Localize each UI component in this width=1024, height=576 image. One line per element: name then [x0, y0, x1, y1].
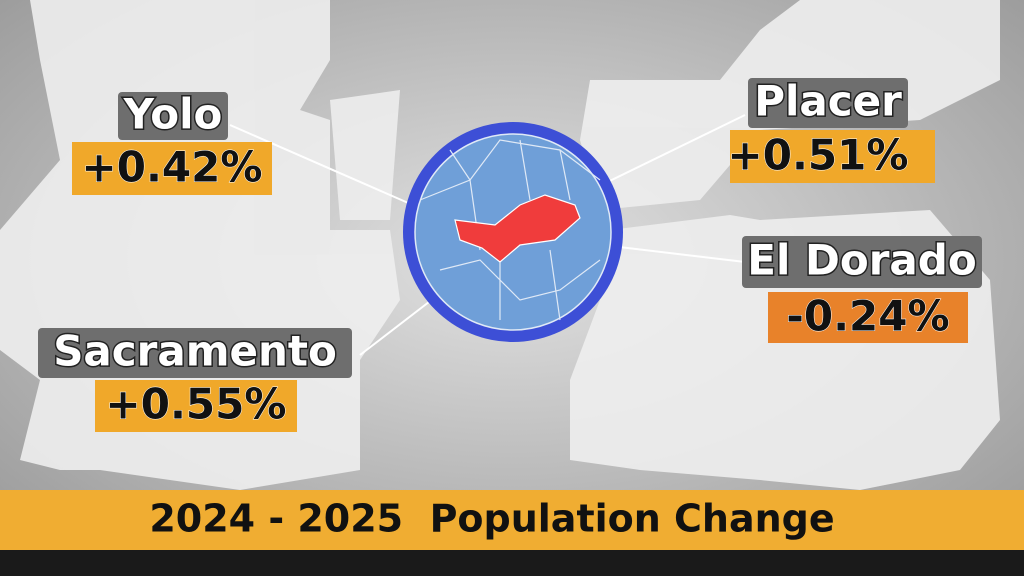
label-box [38, 328, 352, 378]
region-change: -0.24% [786, 292, 949, 341]
region-name: Yolo [123, 90, 223, 139]
region-change: +0.51% [728, 131, 909, 180]
value-box [768, 292, 968, 343]
county-borders [419, 139, 601, 321]
highlighted-counties [454, 194, 581, 263]
value-box [72, 142, 272, 195]
region-change: +0.42% [82, 143, 263, 192]
value-box [730, 130, 935, 183]
title-banner [0, 490, 1024, 550]
region-name: El Dorado [747, 236, 976, 285]
label-box [748, 78, 908, 128]
label-box [742, 236, 982, 288]
region-change: +0.55% [106, 380, 287, 429]
bottom-strip [0, 550, 1024, 576]
value-box [95, 380, 297, 432]
county-map [403, 122, 623, 342]
region-name: Sacramento [53, 327, 337, 376]
title: 2024 - 2025 Population Change [149, 497, 834, 541]
region-name: Placer [754, 77, 902, 126]
label-box [118, 92, 228, 140]
